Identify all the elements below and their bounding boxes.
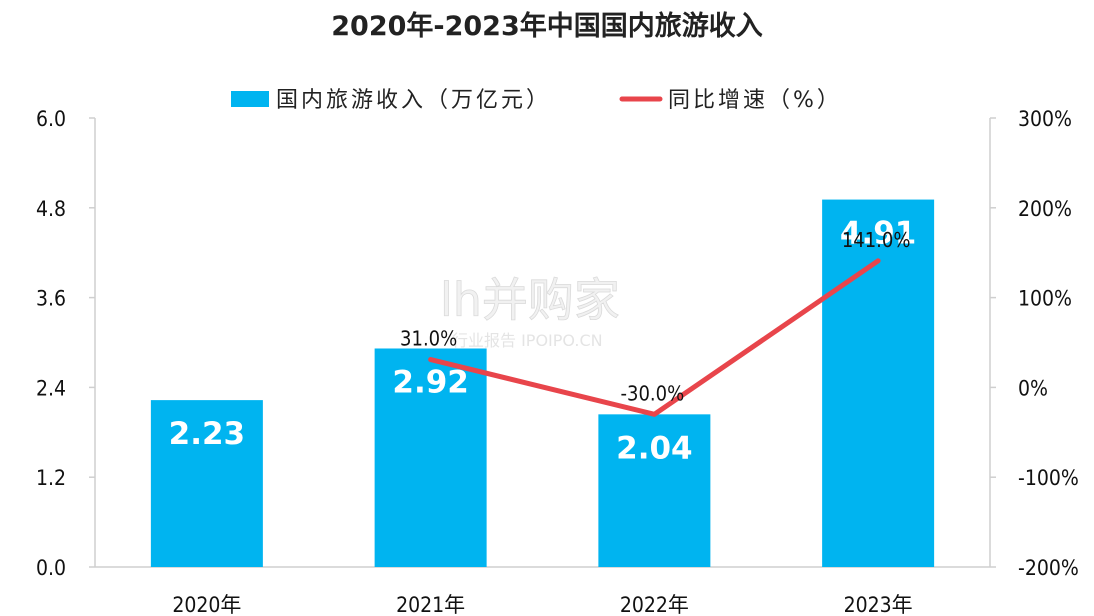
data-labels: 2.23 2.92 2.04 4.91 31.0% -30.0% 141.0%: [169, 216, 917, 467]
y-left-tick-label: 0.0: [36, 556, 66, 580]
y-right-tick-label: -200%: [1018, 556, 1079, 580]
y-left-tick-label: 6.0: [36, 107, 66, 131]
legend-bar-swatch: [231, 91, 269, 107]
bar: [598, 414, 711, 567]
legend-bar-label: 国内旅游收入（万亿元）: [276, 88, 551, 113]
watermark-main: lh并购家: [440, 273, 620, 327]
x-tick-label: 2022年: [620, 593, 689, 616]
y-right-tick-label: 100%: [1018, 287, 1072, 311]
bars: [150, 199, 935, 567]
y-left-tick-label: 1.2: [36, 466, 66, 490]
legend: 国内旅游收入（万亿元） 同比增速（%）: [231, 88, 842, 113]
watermark: lh并购家 行业报告 IPOIPO.CN: [440, 273, 621, 350]
y-left-tick-label: 4.8: [36, 197, 66, 221]
y-left-tick-label: 2.4: [36, 376, 66, 400]
chart-title: 2020年-2023年中国国内旅游收入: [331, 11, 763, 42]
y-left-tick-label: 3.6: [36, 287, 66, 311]
growth-value-label: 141.0%: [842, 228, 911, 252]
watermark-sub: 行业报告 IPOIPO.CN: [452, 331, 603, 350]
bar-value-label: 2.92: [392, 364, 469, 400]
growth-value-label: -30.0%: [621, 381, 685, 405]
y-right-tick-label: 200%: [1018, 197, 1072, 221]
x-tick-label: 2020年: [172, 593, 241, 616]
bar-value-label: 4.91: [840, 216, 917, 252]
x-tick-label: 2023年: [844, 593, 913, 616]
growth-value-label: 31.0%: [400, 327, 457, 351]
y-right-tick-label: 300%: [1018, 107, 1072, 131]
y-right-tick-label: 0%: [1018, 376, 1048, 400]
axes: 0.0 1.2 2.4 3.6 4.8 6.0 -200% -100% 0% 100% 200% 30…: [36, 107, 1079, 616]
bar-value-label: 2.04: [616, 430, 693, 466]
growth-line: [428, 258, 881, 417]
bar: [374, 348, 487, 567]
x-tick-label: 2021年: [396, 593, 465, 616]
bar: [822, 199, 935, 567]
y-right-tick-label: -100%: [1018, 466, 1079, 490]
bar: [150, 400, 263, 567]
growth-line-path: [428, 258, 881, 417]
legend-line-label: 同比增速（%）: [668, 88, 842, 113]
bar-value-label: 2.23: [169, 416, 246, 452]
